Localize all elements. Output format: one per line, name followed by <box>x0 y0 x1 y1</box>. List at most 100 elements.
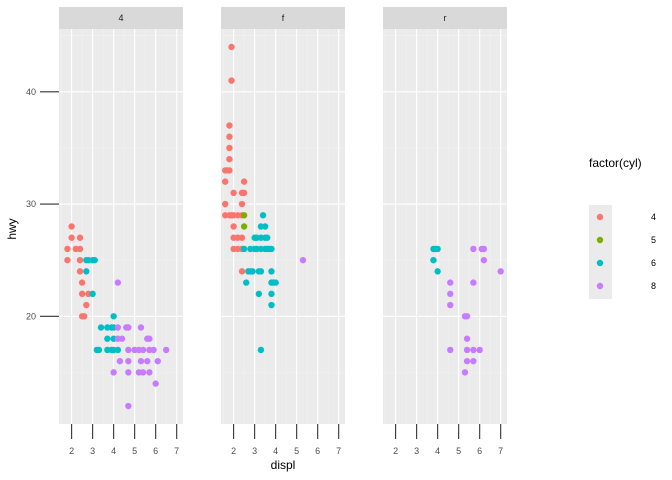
data-point-cyl-4 <box>78 279 86 286</box>
data-point-cyl-4 <box>230 223 237 230</box>
panel-background <box>383 29 507 424</box>
data-point-cyl-4 <box>238 234 246 241</box>
data-point-cyl-6 <box>264 234 271 241</box>
data-point-cyl-8 <box>470 279 477 286</box>
x-tick-label: 6 <box>477 446 482 456</box>
data-point-cyl-8 <box>447 279 454 286</box>
data-point-cyl-4 <box>81 313 88 320</box>
data-point-cyl-6 <box>259 212 267 219</box>
data-point-cyl-4 <box>224 167 231 174</box>
data-point-cyl-4 <box>238 200 246 208</box>
facet-panel-4: 4 <box>59 7 183 424</box>
legend-key-background <box>589 205 612 299</box>
data-point-cyl-4 <box>76 234 84 241</box>
data-point-cyl-8 <box>144 335 151 342</box>
data-point-cyl-4 <box>228 43 235 51</box>
facet-strip <box>59 7 183 29</box>
data-point-cyl-6 <box>91 256 98 264</box>
x-tick-label: 5 <box>456 446 461 456</box>
data-point-cyl-4 <box>226 133 233 140</box>
data-point-cyl-6 <box>110 313 117 320</box>
data-point-cyl-8 <box>299 256 307 264</box>
facet-panels: 4 f r <box>59 7 507 424</box>
data-point-cyl-6 <box>434 245 441 253</box>
facet-strip-label: r <box>444 13 447 23</box>
data-point-cyl-8 <box>146 369 153 376</box>
data-point-cyl-8 <box>463 357 471 365</box>
legend-title: factor(cyl) <box>589 156 642 170</box>
data-point-cyl-6 <box>97 324 105 331</box>
facet-strip-label: 4 <box>118 13 123 23</box>
data-point-cyl-8 <box>144 357 151 365</box>
data-point-cyl-6 <box>257 346 265 354</box>
data-point-cyl-8 <box>125 402 132 410</box>
data-point-cyl-8 <box>447 290 454 298</box>
legend-label-5: 5 <box>651 235 656 245</box>
data-point-cyl-4 <box>230 189 237 197</box>
data-point-cyl-6 <box>243 279 250 286</box>
legend-key-5 <box>596 236 604 244</box>
legend-label-6: 6 <box>651 258 656 268</box>
data-point-cyl-8 <box>152 380 159 387</box>
panel-background <box>59 29 183 424</box>
data-point-cyl-8 <box>154 357 161 365</box>
data-point-cyl-8 <box>125 346 132 354</box>
x-tick-label: 2 <box>393 446 398 456</box>
legend-label-4: 4 <box>651 212 656 222</box>
data-point-cyl-8 <box>476 346 483 354</box>
data-point-cyl-6 <box>95 346 103 354</box>
data-point-cyl-8 <box>162 346 170 354</box>
data-point-cyl-8 <box>125 357 132 365</box>
y-axis-title: hwy <box>5 218 19 239</box>
legend-key-4 <box>596 213 604 221</box>
data-point-cyl-8 <box>118 335 126 342</box>
data-point-cyl-6 <box>434 268 441 275</box>
data-point-cyl-4 <box>68 234 75 241</box>
data-point-cyl-8 <box>470 357 477 365</box>
data-point-cyl-8 <box>125 324 132 331</box>
facet-strip <box>221 7 345 29</box>
data-point-cyl-6 <box>261 223 269 230</box>
data-point-cyl-4 <box>76 256 84 264</box>
legend-key-6 <box>596 259 604 267</box>
facet-panel-f: f <box>221 7 345 424</box>
x-tick-label: 6 <box>315 446 320 456</box>
data-point-cyl-8 <box>463 346 471 354</box>
data-point-cyl-8 <box>470 346 477 354</box>
x-tick-label: 7 <box>174 446 179 456</box>
data-point-cyl-8 <box>137 324 145 331</box>
legend-label-8: 8 <box>651 281 656 291</box>
x-tick-label: 4 <box>435 446 440 456</box>
facet-strip <box>383 7 507 29</box>
data-point-cyl-4 <box>64 245 71 253</box>
data-point-cyl-8 <box>150 346 157 354</box>
data-point-cyl-8 <box>480 256 488 264</box>
data-point-cyl-6 <box>89 290 96 298</box>
data-point-cyl-4 <box>83 301 90 309</box>
data-point-cyl-8 <box>114 324 122 331</box>
data-point-cyl-4 <box>76 268 84 275</box>
x-tick-label: 6 <box>153 446 158 456</box>
data-point-cyl-8 <box>139 346 147 354</box>
data-point-cyl-6 <box>268 301 275 309</box>
data-point-cyl-4 <box>240 178 248 185</box>
data-point-cyl-4 <box>64 256 71 264</box>
panel-background <box>221 29 345 424</box>
data-point-cyl-4 <box>226 144 233 152</box>
data-point-cyl-4 <box>222 212 229 219</box>
data-point-cyl-6 <box>272 279 279 286</box>
x-tick-label: 4 <box>273 446 278 456</box>
x-tick-label: 7 <box>498 446 503 456</box>
data-point-cyl-8 <box>497 268 504 275</box>
x-tick-label: 4 <box>111 446 116 456</box>
data-point-cyl-6 <box>240 245 248 253</box>
data-point-cyl-4 <box>76 245 84 253</box>
data-point-cyl-8 <box>139 369 147 376</box>
data-point-cyl-6 <box>249 268 256 275</box>
data-point-cyl-6 <box>430 256 437 264</box>
data-point-cyl-6 <box>83 268 90 275</box>
data-point-cyl-6 <box>104 335 111 342</box>
legend: factor(cyl) 4 5 6 8 <box>589 156 656 299</box>
data-point-cyl-4 <box>228 77 235 84</box>
data-point-cyl-8 <box>125 369 132 376</box>
